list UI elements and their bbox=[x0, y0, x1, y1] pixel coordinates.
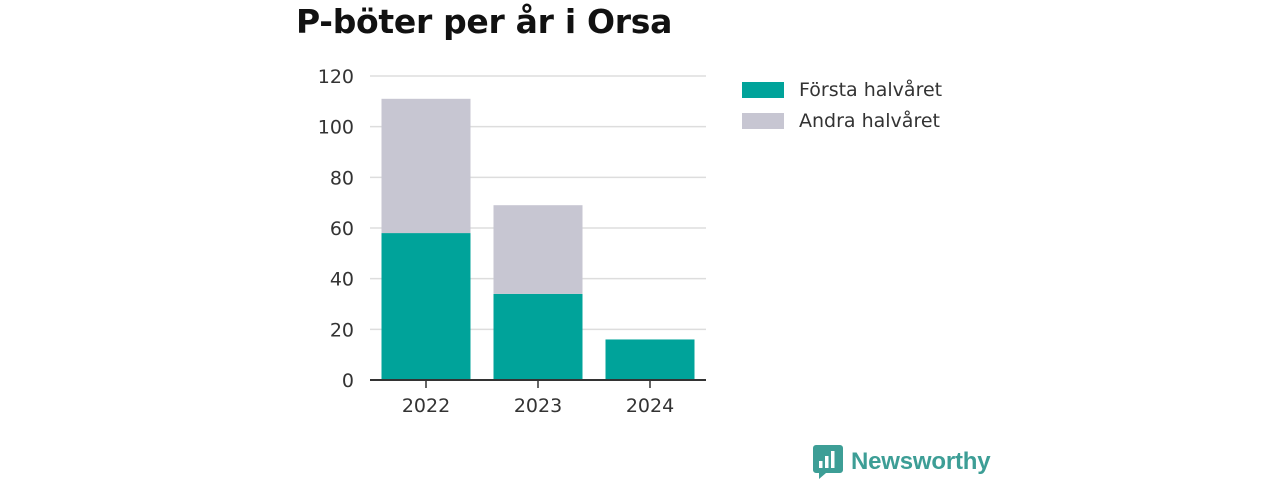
legend-label-second-half: Andra halvåret bbox=[799, 109, 940, 132]
legend-item-second-half: Andra halvåret bbox=[742, 105, 942, 136]
bar-second-half-2023 bbox=[493, 205, 583, 294]
y-tick-label: 20 bbox=[330, 319, 354, 341]
y-tick-label: 60 bbox=[330, 218, 354, 240]
bar-first-half-2022 bbox=[381, 233, 471, 380]
y-tick-label: 80 bbox=[330, 167, 354, 189]
brand-name: Newsworthy bbox=[851, 448, 991, 475]
bars bbox=[381, 98, 695, 380]
brand-logo: Newsworthy bbox=[813, 445, 991, 479]
chart-bubble-icon bbox=[813, 445, 843, 479]
legend-item-first-half: Första halvåret bbox=[742, 74, 942, 105]
x-tick-label: 2024 bbox=[626, 395, 674, 417]
x-tick-label: 2022 bbox=[402, 395, 450, 417]
y-tick-label: 100 bbox=[318, 117, 354, 139]
axes: 0 20 40 60 80 100 120 2022 2023 2024 bbox=[318, 66, 706, 417]
legend-swatch-second-half bbox=[742, 112, 784, 129]
legend-label-first-half: Första halvåret bbox=[799, 78, 943, 101]
bar-first-half-2024 bbox=[605, 339, 695, 380]
y-tick-label: 0 bbox=[342, 370, 354, 392]
bar-first-half-2023 bbox=[493, 293, 583, 380]
y-tick-label: 40 bbox=[330, 269, 354, 291]
legend-swatch-first-half bbox=[742, 81, 784, 98]
legend: Första halvåret Andra halvåret bbox=[742, 74, 942, 136]
y-tick-label: 120 bbox=[318, 66, 354, 88]
chart-title: P-böter per år i Orsa bbox=[296, 2, 673, 41]
x-tick-label: 2023 bbox=[514, 395, 562, 417]
bar-second-half-2022 bbox=[381, 98, 471, 234]
